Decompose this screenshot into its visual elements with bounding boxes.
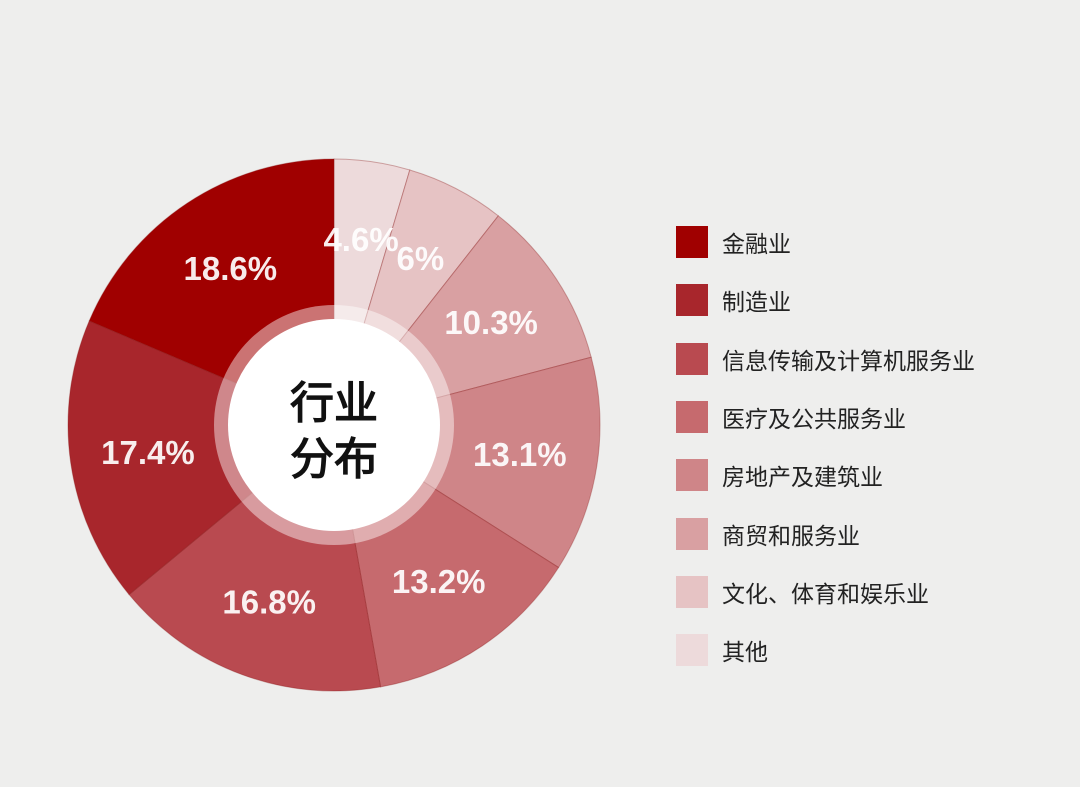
data-label: 13.1% <box>473 436 567 473</box>
legend-label: 商贸和服务业 <box>722 523 860 550</box>
legend: 金融业制造业信息传输及计算机服务业 医疗及公共服务业 房地产及建筑业 商贸和服务业文化… <box>676 213 975 679</box>
legend-item: 制造业 <box>676 271 975 329</box>
legend-label: 信息传输及计算机服务业 <box>722 348 975 375</box>
data-label: 10.3% <box>444 304 538 341</box>
legend-label: 医疗及公共服务业 <box>722 407 906 434</box>
legend-item: 商贸和服务业 <box>676 504 975 562</box>
center-title-line1: 行业 <box>290 378 378 429</box>
legend-item: 信息传输及计算机服务业 <box>676 330 975 388</box>
legend-item: 文化、体育和娱乐业 <box>676 563 975 621</box>
data-label: 18.6% <box>184 250 278 287</box>
data-label: 4.6% <box>323 221 398 258</box>
legend-label: 其他 <box>722 640 768 667</box>
legend-label: 金融业 <box>722 232 791 259</box>
legend-item: 医疗及公共服务业 <box>676 388 975 446</box>
legend-item: 其他 <box>676 621 975 679</box>
legend-swatch <box>676 459 708 492</box>
legend-label: 文化、体育和娱乐业 <box>722 581 929 608</box>
slice-1 <box>67 320 335 596</box>
legend-swatch <box>676 575 708 608</box>
data-label: 16.8% <box>222 583 316 620</box>
legend-swatch <box>676 517 708 550</box>
data-label: 17.4% <box>101 434 195 471</box>
legend-swatch <box>676 342 708 375</box>
data-label: 6% <box>397 240 445 277</box>
legend-item: 房地产及建筑业 <box>676 446 975 504</box>
legend-label: 房地产及建筑业 <box>722 465 883 492</box>
center-title-line2: 分布 <box>290 434 378 485</box>
data-label: 13.2% <box>392 563 486 600</box>
legend-swatch <box>676 634 708 667</box>
legend-item: 金融业 <box>676 213 975 271</box>
legend-label: 制造业 <box>722 290 791 317</box>
center-circle <box>228 319 440 531</box>
legend-swatch <box>676 226 708 259</box>
legend-swatch <box>676 284 708 317</box>
legend-swatch <box>676 401 708 434</box>
